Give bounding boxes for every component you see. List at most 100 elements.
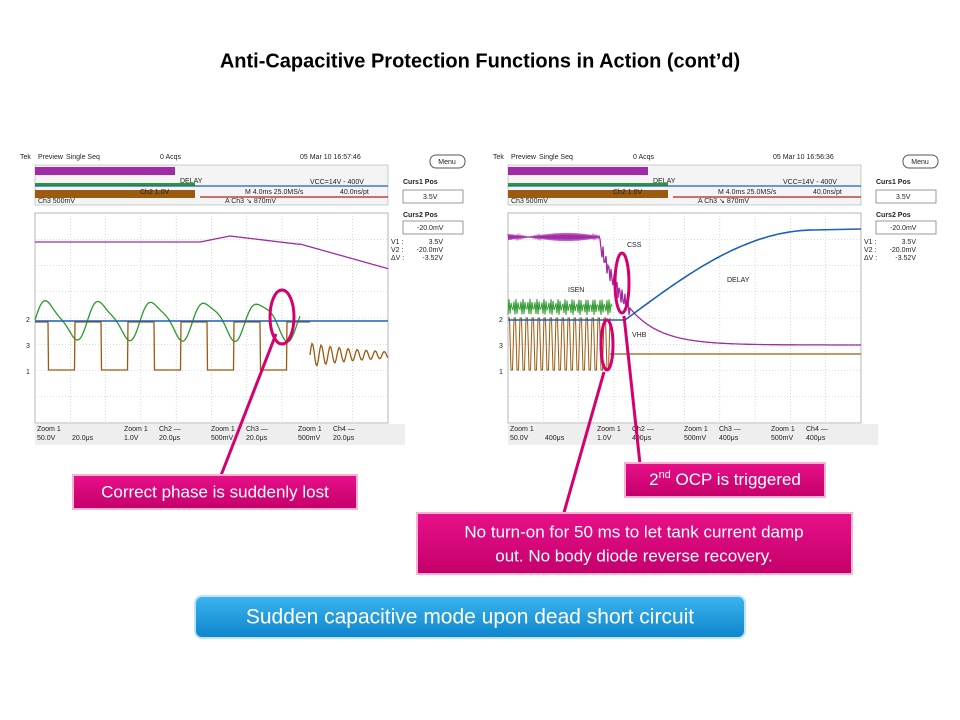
callout-text: 2nd OCP is triggered [649, 469, 801, 490]
menu-label: Menu [911, 159, 929, 166]
status-text: Single Seq [539, 154, 573, 161]
waveform [35, 235, 389, 270]
readout-value: 3.5V [429, 239, 444, 246]
highlight-ellipse [268, 288, 296, 346]
callout-text: OCP is triggered [671, 470, 801, 489]
info-text: Ch2 1.0V [613, 189, 643, 196]
scope-screen: Tek Preview Single Seq 0 Acqs 05 Mar 10 16:5… [20, 154, 466, 445]
callout: No turn-on for 50 ms to let tank current… [416, 512, 853, 575]
zoom-scale: 500mV [684, 435, 707, 442]
readout-label: V1 : [864, 239, 877, 246]
readout-label: V2 : [864, 247, 877, 254]
zoom-scale: 1.0V [597, 435, 612, 442]
zoom-channel: Ch2 — [159, 426, 181, 433]
channel-marker: 1 [499, 369, 503, 376]
zoom-label: Zoom 1 [211, 426, 235, 433]
pointer-line [561, 371, 606, 517]
readout-value: -3.52V [895, 255, 916, 262]
zoom-panel [35, 424, 405, 445]
zoom-time: 400μs [632, 435, 652, 442]
channel-marker: 2 [499, 317, 503, 324]
info-text: VCC=14V - 400V [310, 179, 364, 186]
channel-marker: 2 [26, 317, 30, 324]
channel-marker: 3 [26, 343, 30, 350]
status-text: Tek [20, 154, 31, 161]
info-text: A Ch3 ↘ 870mV [698, 198, 749, 205]
callout-box [416, 512, 853, 575]
trace-label: VHB [632, 332, 647, 339]
cursor-value: -20.0mV [417, 225, 444, 232]
cursor-value: 3.5V [896, 194, 911, 201]
zoom-label: Zoom 1 [771, 426, 795, 433]
zoom-channel: Ch4 — [806, 426, 828, 433]
info-text: A Ch3 ↘ 870mV [225, 198, 276, 205]
readout-label: V2 : [391, 247, 404, 254]
channel-marker: 3 [499, 343, 503, 350]
zoom-scale: 50.0V [37, 435, 56, 442]
info-text: 40.0ns/pt [813, 189, 842, 196]
callout-box [624, 462, 826, 498]
slide-title: Anti-Capacitive Protection Functions in … [220, 50, 740, 72]
readout-value: 3.5V [902, 239, 917, 246]
readout-label: ΔV : [864, 255, 877, 262]
info-text: DELAY [653, 178, 676, 185]
cursor-label: Curs1 Pos [403, 179, 438, 186]
zoom-label: Zoom 1 [37, 426, 61, 433]
waveform [507, 232, 861, 346]
waveform [35, 321, 310, 371]
purple-band [35, 167, 175, 175]
zoom-scale: 500mV [211, 435, 234, 442]
cursor-box [875, 220, 937, 235]
readout-label: ΔV : [391, 255, 404, 262]
cursor-value: -20.0mV [890, 225, 917, 232]
status-text: Single Seq [66, 154, 100, 161]
cursor-box [402, 189, 464, 204]
zoom-time: 400μs [806, 435, 826, 442]
zoom-scale: 1.0V [124, 435, 139, 442]
brown-band [35, 190, 195, 198]
scope-screen: Tek Preview Single Seq 0 Acqs 05 Mar 10 16:5… [493, 154, 939, 445]
superscript: nd [659, 469, 671, 481]
menu-label: Menu [438, 159, 456, 166]
zoom-label: Zoom 1 [510, 426, 534, 433]
info-text: Ch3 500mV [511, 198, 548, 205]
zoom-label: Zoom 1 [124, 426, 148, 433]
zoom-time: 20.0μs [246, 435, 268, 442]
info-text: Ch3 500mV [38, 198, 75, 205]
status-text: 0 Acqs [633, 154, 655, 161]
pointer-line [622, 315, 642, 465]
zoom-time: 400μs [719, 435, 739, 442]
waveform [508, 317, 611, 371]
trace-label: ISEN [568, 287, 584, 294]
zoom-scale: 500mV [771, 435, 794, 442]
waveform [507, 298, 613, 316]
zoom-time: 20.0μs [72, 435, 94, 442]
info-text: 40.0ns/pt [340, 189, 369, 196]
zoom-time: 20.0μs [159, 435, 181, 442]
status-text: Preview [511, 154, 537, 161]
trace-label: DELAY [727, 277, 750, 284]
callout-text: No turn-on for 50 ms to let tank current… [464, 522, 803, 541]
status-text: 05 Mar 10 16:57:46 [300, 154, 361, 161]
zoom-label: Zoom 1 [684, 426, 708, 433]
highlight-ellipse [599, 318, 615, 372]
callout-text: 2 [649, 470, 658, 489]
menu-button [902, 154, 939, 169]
pointer-line [218, 333, 278, 479]
info-text: Ch2 1.0V [140, 189, 170, 196]
zoom-time: 400μs [545, 435, 565, 442]
banner: Sudden capacitive mode upon dead short c… [194, 595, 746, 639]
readout-label: V1 : [391, 239, 404, 246]
cursor-value: 3.5V [423, 194, 438, 201]
zoom-scale: 50.0V [510, 435, 529, 442]
zoom-channel: Ch3 — [246, 426, 268, 433]
banner-text: Sudden capacitive mode upon dead short c… [246, 606, 694, 629]
waveform [508, 228, 862, 321]
callout-text: out. No body diode reverse recovery. [495, 546, 773, 565]
waveforms [507, 228, 862, 371]
purple-band [508, 167, 648, 175]
status-text: Tek [493, 154, 504, 161]
zoom-channel: Ch3 — [719, 426, 741, 433]
info-text: DELAY [180, 178, 203, 185]
